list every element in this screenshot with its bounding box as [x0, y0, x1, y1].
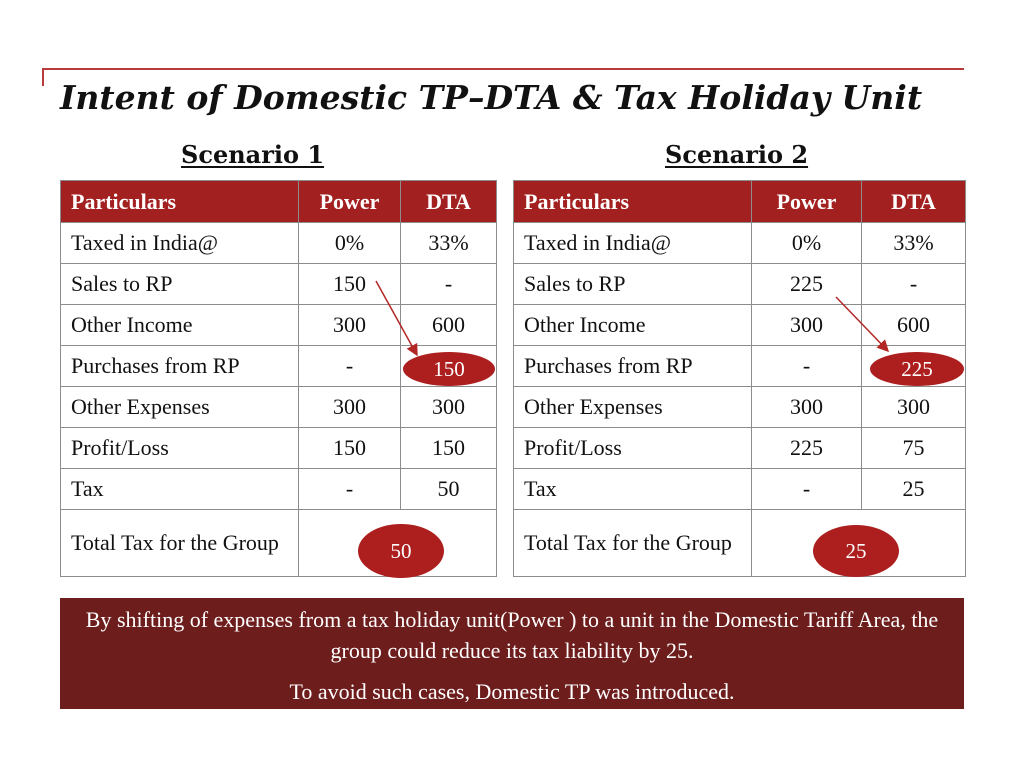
row-label: Other Income [60, 304, 299, 346]
total-label: Total Tax for the Group [513, 509, 752, 577]
dta-value: 25 [861, 468, 966, 510]
row-label: Purchases from RP [513, 345, 752, 387]
total-label: Total Tax for the Group [60, 509, 299, 577]
table-row: Profit/Loss 225 75 [513, 427, 966, 469]
table-row: Profit/Loss 150 150 [60, 427, 497, 469]
power-value: 300 [751, 304, 862, 346]
header-particulars: Particulars [513, 180, 752, 223]
scenario-2-purchases-dta-oval: 225 [870, 352, 964, 386]
power-value: 0% [751, 222, 862, 264]
table-row: Other Income 300 600 [513, 304, 966, 346]
summary-line-1: By shifting of expenses from a tax holid… [85, 607, 939, 663]
summary-box: By shifting of expenses from a tax holid… [60, 598, 964, 709]
row-label: Other Income [513, 304, 752, 346]
dta-value: 33% [861, 222, 966, 264]
row-label: Profit/Loss [60, 427, 299, 469]
table-row: Other Expenses 300 300 [513, 386, 966, 428]
power-value: 0% [298, 222, 401, 264]
scenario-2-total-oval: 25 [813, 525, 899, 577]
scenario-1-purchases-dta-oval: 150 [403, 352, 495, 386]
table-row: Taxed in India@ 0% 33% [513, 222, 966, 264]
dta-value: 600 [400, 304, 497, 346]
power-value: 300 [751, 386, 862, 428]
dta-value: 150 [400, 427, 497, 469]
header-dta: DTA [861, 180, 966, 223]
dta-value: 33% [400, 222, 497, 264]
row-label: Taxed in India@ [513, 222, 752, 264]
table-row: Taxed in India@ 0% 33% [60, 222, 497, 264]
table-row: Tax - 50 [60, 468, 497, 510]
header-power: Power [298, 180, 401, 223]
header-dta: DTA [400, 180, 497, 223]
power-value: 300 [298, 386, 401, 428]
table-header-row: Particulars Power DTA [60, 180, 497, 223]
row-label: Purchases from RP [60, 345, 299, 387]
dta-value: 600 [861, 304, 966, 346]
row-label: Sales to RP [513, 263, 752, 305]
header-particulars: Particulars [60, 180, 299, 223]
scenario-1-heading: Scenario 1 [181, 140, 325, 169]
title-rule [42, 68, 964, 70]
table-row: Tax - 25 [513, 468, 966, 510]
scenario-2-heading: Scenario 2 [665, 140, 809, 169]
header-power: Power [751, 180, 862, 223]
table-row-total: Total Tax for the Group [513, 509, 966, 577]
row-label: Other Expenses [513, 386, 752, 428]
power-value: 225 [751, 427, 862, 469]
row-label: Profit/Loss [513, 427, 752, 469]
dta-value: - [861, 263, 966, 305]
table-row: Sales to RP 150 - [60, 263, 497, 305]
table-header-row: Particulars Power DTA [513, 180, 966, 223]
dta-value: 300 [400, 386, 497, 428]
table-row: Other Income 300 600 [60, 304, 497, 346]
dta-value: 50 [400, 468, 497, 510]
row-label: Tax [60, 468, 299, 510]
power-value: - [751, 468, 862, 510]
scenario-1-table: Particulars Power DTA Taxed in India@ 0%… [60, 180, 497, 577]
power-value: 300 [298, 304, 401, 346]
dta-value: - [400, 263, 497, 305]
title-rule-tick [42, 68, 44, 86]
dta-value: 300 [861, 386, 966, 428]
page-title: Intent of Domestic TP–DTA & Tax Holiday … [60, 78, 923, 117]
table-row: Other Expenses 300 300 [60, 386, 497, 428]
scenario-2-table: Particulars Power DTA Taxed in India@ 0%… [513, 180, 966, 577]
power-value: 150 [298, 263, 401, 305]
power-value: - [298, 345, 401, 387]
row-label: Sales to RP [60, 263, 299, 305]
power-value: - [298, 468, 401, 510]
power-value: 150 [298, 427, 401, 469]
row-label: Other Expenses [60, 386, 299, 428]
table-row: Sales to RP 225 - [513, 263, 966, 305]
scenario-1-total-oval: 50 [358, 524, 444, 578]
dta-value: 75 [861, 427, 966, 469]
summary-line-2: To avoid such cases, Domestic TP was int… [289, 679, 735, 704]
row-label: Taxed in India@ [60, 222, 299, 264]
power-value: - [751, 345, 862, 387]
power-value: 225 [751, 263, 862, 305]
row-label: Tax [513, 468, 752, 510]
